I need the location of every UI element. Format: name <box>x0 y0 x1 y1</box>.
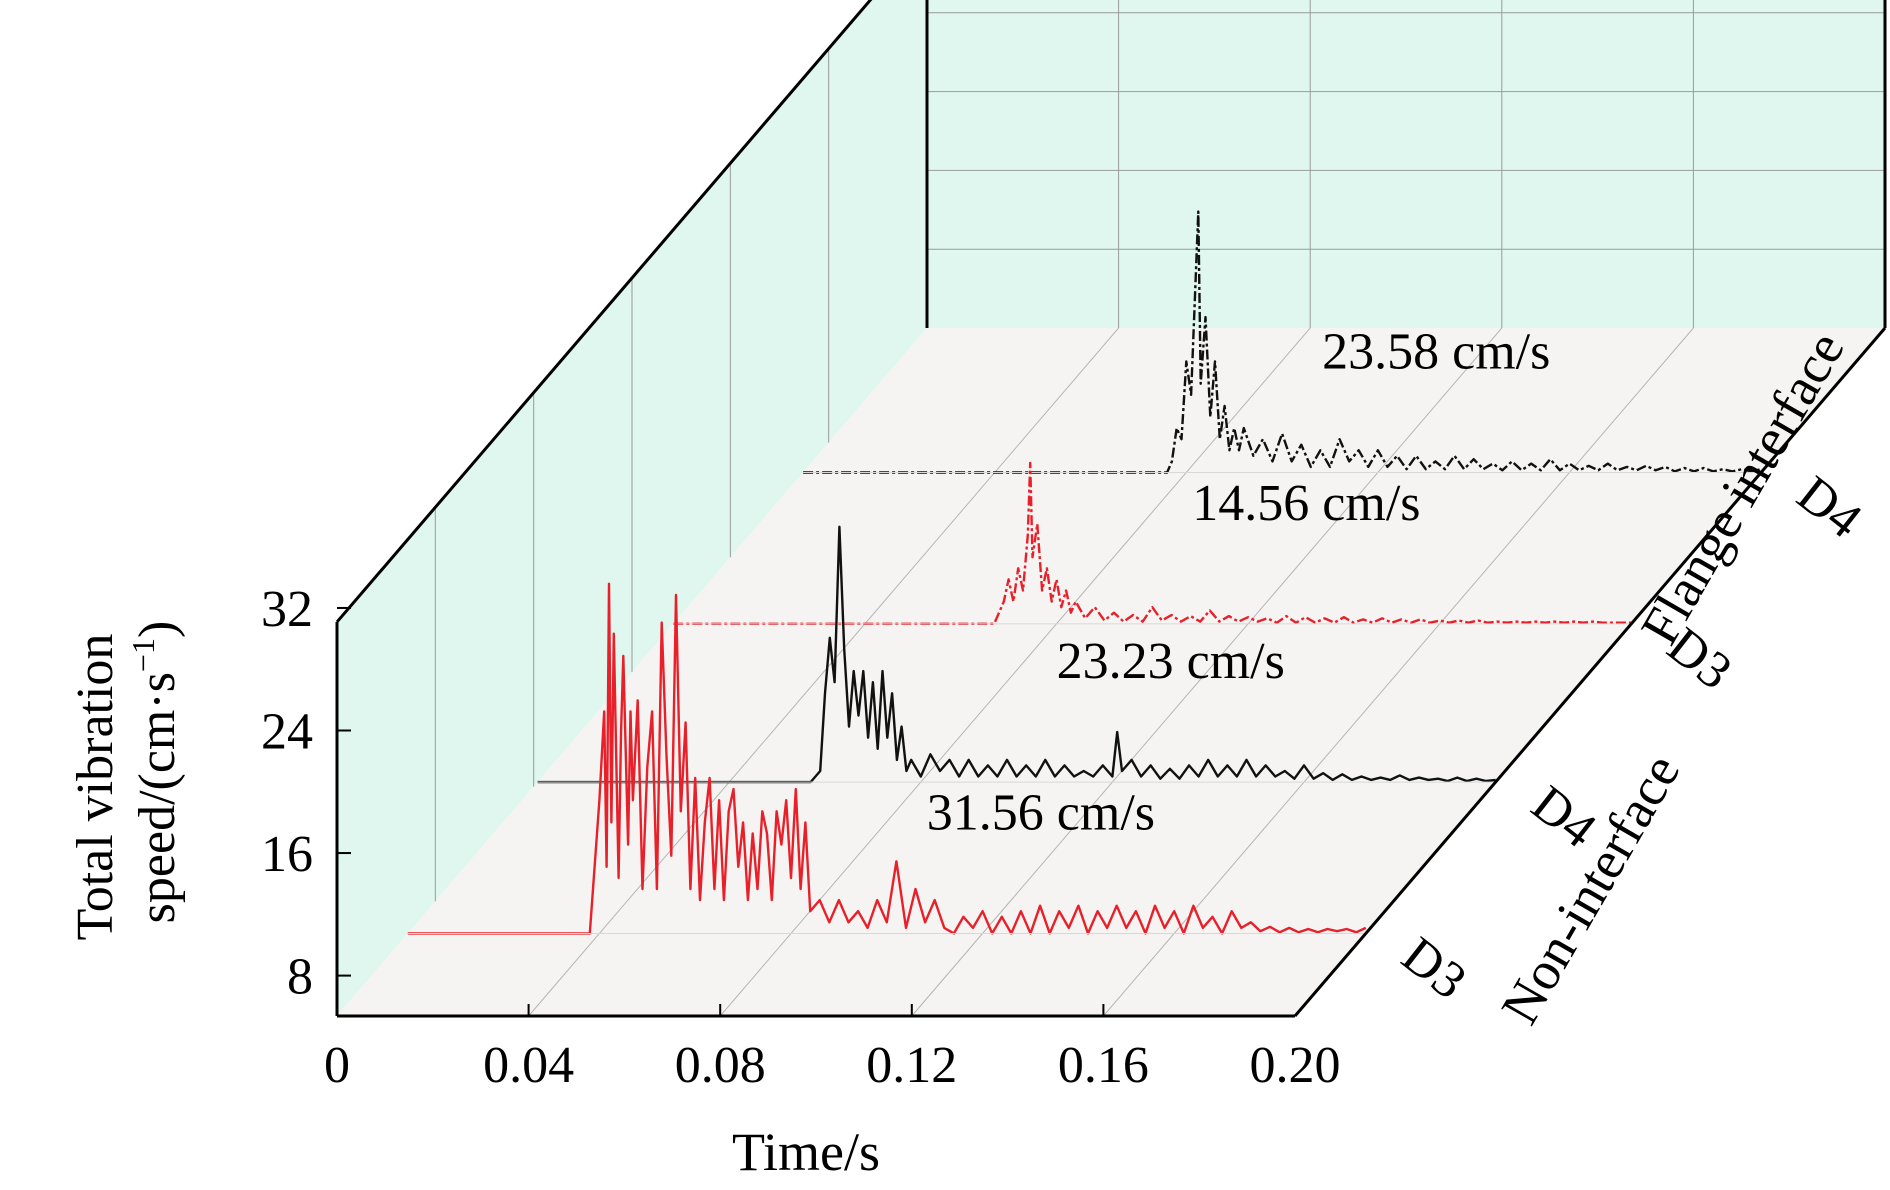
x-tick-label: 0 <box>324 1037 350 1094</box>
y-axis-title: Total vibration speed/(cm·s−1) <box>67 621 186 941</box>
back-panel <box>927 0 1885 328</box>
series-line-d4-non-interface <box>537 525 1496 784</box>
x-tick-label: 0.12 <box>866 1037 957 1094</box>
chart-outline <box>335 0 1887 1018</box>
x-tick-label: 0.16 <box>1058 1037 1149 1094</box>
frame-edge <box>1293 327 1887 1017</box>
y-axis-title-line1: Total vibration <box>67 634 124 941</box>
floor-gridline <box>911 327 1503 1017</box>
peak-label-3: 23.58 cm/s <box>1322 323 1550 380</box>
series-line-d3-non-interface <box>407 582 1367 935</box>
series-name-0: D3 <box>1391 926 1476 1010</box>
peak-label-2: 14.56 cm/s <box>1192 475 1420 532</box>
y-axis-title-superscript: −1 <box>125 638 161 672</box>
floor-plane <box>337 328 1885 1016</box>
series-line-d4-flange-interface <box>803 210 1762 474</box>
tick-layer: 0 0.04 0.08 0.12 0.16 0.20 8 16 24 32 <box>261 581 1341 1094</box>
x-tick-label: 0.20 <box>1250 1037 1341 1094</box>
group-label-non-interface: Non-interface <box>1489 744 1691 1034</box>
series-line-d3-flange-interface <box>673 461 1632 625</box>
x-tick-label: 0.04 <box>483 1037 574 1094</box>
peak-label-0: 31.56 cm/s <box>927 784 1155 841</box>
floor-gridline <box>528 327 1119 1017</box>
y-tick-label: 16 <box>261 826 313 883</box>
peak-label-1: 23.23 cm/s <box>1057 633 1285 690</box>
wall-gridlines <box>434 0 1885 902</box>
chart-frame <box>337 0 1885 1017</box>
y-axis-title-close: ) <box>129 621 186 638</box>
y-tick-label: 32 <box>261 581 313 638</box>
x-axis-title: Time/s <box>732 1122 880 1182</box>
floor-gridline <box>1103 327 1694 1017</box>
y-tick-label: 24 <box>261 704 313 761</box>
y-axis-title-line2: speed/(cm·s−1) <box>125 621 186 924</box>
x-tick-label: 0.08 <box>675 1037 766 1094</box>
y-tick-label: 8 <box>287 949 313 1006</box>
series-name-3: D4 <box>1787 465 1872 549</box>
frame-edge <box>335 0 873 623</box>
y-axis-title-unit: speed/(cm·s <box>129 672 186 923</box>
